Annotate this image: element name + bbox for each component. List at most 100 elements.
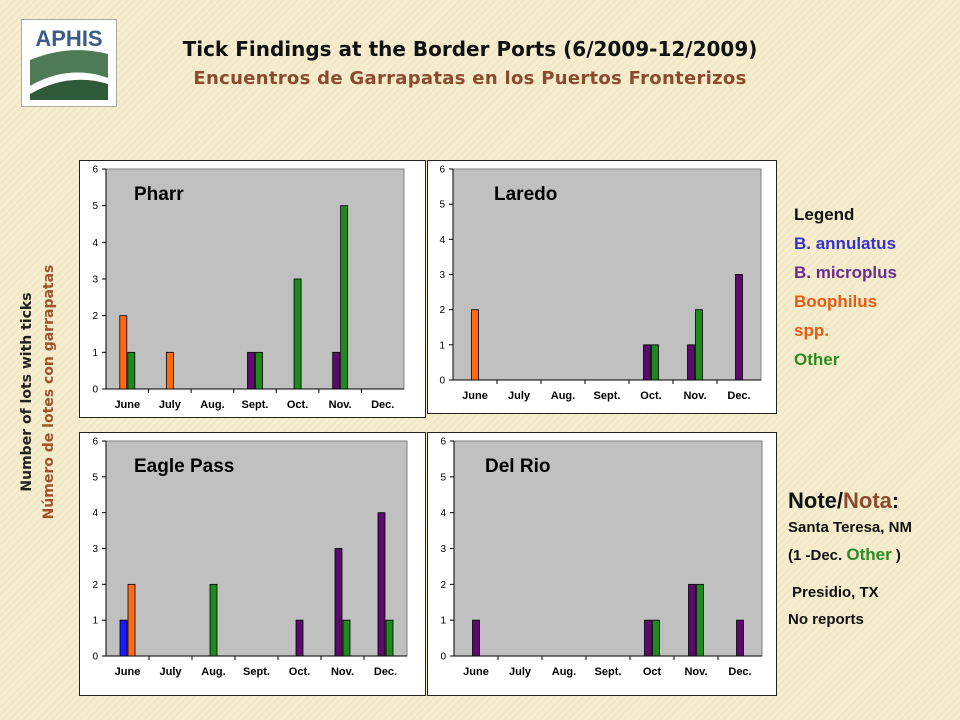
plot-area xyxy=(452,168,762,381)
x-tick-label: Sept. xyxy=(595,666,622,678)
y-tick-label: 0 xyxy=(439,376,445,387)
y-tick-label: 4 xyxy=(440,508,446,519)
page-title: Tick Findings at the Border Ports (6/200… xyxy=(182,37,758,61)
note-title-es: Nota xyxy=(843,488,892,513)
note-box: Note/Nota: Santa Teresa, NM (1 -Dec. Oth… xyxy=(788,488,912,633)
x-tick-label: Nov. xyxy=(331,666,354,678)
chart-del-rio-svg: 0 1 2 3 4 5 6 June July Aug. Sept. Oct Nov. Dec. Del R… xyxy=(440,437,763,678)
bar-boophilus-spp-june xyxy=(119,315,128,390)
y-axis-label-en: Number of lots with ticks xyxy=(19,292,35,492)
y-tick-label: 1 xyxy=(92,616,98,627)
y-tick-label: 3 xyxy=(440,544,446,555)
y-tick-label: 5 xyxy=(92,472,98,483)
y-tick-label: 3 xyxy=(92,275,98,286)
x-tick-label: Aug. xyxy=(200,399,224,411)
x-tick-label: June xyxy=(463,666,489,678)
bar-other-oct xyxy=(293,278,302,390)
bar-b-microplus-oct xyxy=(295,619,304,657)
logo-text: APHIS xyxy=(35,26,102,51)
chart-title: Del Rio xyxy=(485,456,550,477)
bar-b-annulatus-june xyxy=(119,619,128,657)
aphis-logo: APHIS xyxy=(21,19,117,107)
y-tick-label: 1 xyxy=(92,348,98,359)
bar-other-oct xyxy=(651,344,659,381)
note-detail-suffix: ) xyxy=(891,547,901,564)
x-tick-label: June xyxy=(115,666,141,678)
y-tick-label: 6 xyxy=(92,165,98,176)
note-colon: : xyxy=(891,488,900,513)
logo-swoosh-dark xyxy=(30,79,108,100)
bar-other-nov xyxy=(695,309,703,381)
chart-laredo: 0 1 2 3 4 5 6 June July Aug. Sept. Oct. Nov. Dec. Lare… xyxy=(427,160,777,414)
bar-b-microplus-nov xyxy=(332,351,341,390)
bar-boophilus-spp-july xyxy=(165,351,174,390)
note-line-santa-teresa-detail: (1 -Dec. Other ) xyxy=(788,541,912,569)
y-tick-label: 2 xyxy=(92,311,98,322)
y-tick-label: 3 xyxy=(439,270,445,281)
bar-b-microplus-nov xyxy=(334,548,343,657)
legend-item-other: Other xyxy=(794,350,840,369)
note-line-presidio: Presidio, TX xyxy=(792,584,879,601)
note-detail-prefix: (1 -Dec. xyxy=(788,547,847,564)
chart-eagle-pass-svg: 0 1 2 3 4 5 6 June July Aug. Sept. Oct. Nov. Dec. Eagl… xyxy=(92,437,408,678)
x-tick-label: July xyxy=(509,666,532,678)
bar-b-microplus-dec xyxy=(735,274,743,381)
note-heading: Note/Nota: xyxy=(788,488,912,514)
plot-area xyxy=(105,168,405,390)
bar-other-aug xyxy=(209,583,218,657)
x-tick-label: Oct. xyxy=(287,399,308,411)
y-tick-label: 5 xyxy=(92,201,98,212)
x-tick-label: Sept. xyxy=(242,399,269,411)
bar-boophilus-spp-june xyxy=(127,583,136,657)
chart-title: Eagle Pass xyxy=(134,456,234,477)
x-tick-label: Dec. xyxy=(727,390,750,402)
y-tick-label: 2 xyxy=(92,580,98,591)
bar-b-microplus-oct xyxy=(644,619,652,657)
y-tick-label: 0 xyxy=(92,652,98,663)
plot-area xyxy=(453,440,763,657)
y-axis-label: Number of lots with ticks Número de lote… xyxy=(16,242,60,542)
x-tick-label: Nov. xyxy=(684,666,707,678)
bar-other-nov xyxy=(342,619,351,657)
note-line-santa-teresa: Santa Teresa, NM xyxy=(788,519,912,536)
bar-other-sept xyxy=(255,351,263,390)
x-tick-label: Aug. xyxy=(551,390,575,402)
x-tick-label: July xyxy=(159,666,182,678)
bar-other-june xyxy=(127,351,136,390)
bar-b-microplus-dec xyxy=(736,619,744,657)
x-tick-label: Oct xyxy=(643,666,662,678)
bar-other-nov xyxy=(340,205,349,390)
chart-laredo-svg: 0 1 2 3 4 5 6 June July Aug. Sept. Oct. Nov. Dec. Lare… xyxy=(439,165,762,402)
chart-pharr-svg: 0 1 2 3 4 5 6 June July Aug. Sept. Oct. Nov. Dec. Phar… xyxy=(92,165,405,411)
bar-other-nov xyxy=(696,583,704,657)
bar-other-oct xyxy=(652,619,660,657)
bar-b-microplus-nov xyxy=(688,583,696,657)
x-tick-label: Sept. xyxy=(594,390,621,402)
y-tick-label: 1 xyxy=(439,340,445,351)
x-tick-label: June xyxy=(114,399,140,411)
bar-boophilus-spp-june xyxy=(471,309,479,381)
bar-b-microplus-sept xyxy=(247,351,255,390)
bar-b-microplus-nov xyxy=(687,344,695,381)
y-tick-label: 2 xyxy=(439,305,445,316)
y-tick-label: 5 xyxy=(439,200,445,211)
note-separator: / xyxy=(836,488,844,513)
x-tick-label: July xyxy=(508,390,531,402)
y-tick-label: 0 xyxy=(440,652,446,663)
y-tick-label: 1 xyxy=(440,616,446,627)
x-tick-label: July xyxy=(159,399,182,411)
legend-item-b-microplus: B. microplus xyxy=(794,263,897,282)
chart-title: Pharr xyxy=(134,184,184,205)
legend: Legend B. annulatus B. microplus Boophil… xyxy=(794,200,897,374)
y-tick-label: 4 xyxy=(439,235,445,246)
y-tick-label: 5 xyxy=(440,472,446,483)
y-tick-label: 4 xyxy=(92,508,98,519)
y-axis-label-es: Número de lotes con garrapatas xyxy=(41,264,57,520)
page-subtitle: Encuentros de Garrapatas en los Puertos … xyxy=(193,68,747,89)
chart-del-rio: 0 1 2 3 4 5 6 June July Aug. Sept. Oct Nov. Dec. Del R… xyxy=(427,432,777,696)
note-title-en: Note xyxy=(788,488,837,513)
chart-title: Laredo xyxy=(494,184,557,205)
y-tick-label: 6 xyxy=(439,165,445,176)
x-tick-label: Dec. xyxy=(371,399,394,411)
chart-pharr: 0 1 2 3 4 5 6 June July Aug. Sept. Oct. Nov. Dec. Phar… xyxy=(79,160,426,418)
